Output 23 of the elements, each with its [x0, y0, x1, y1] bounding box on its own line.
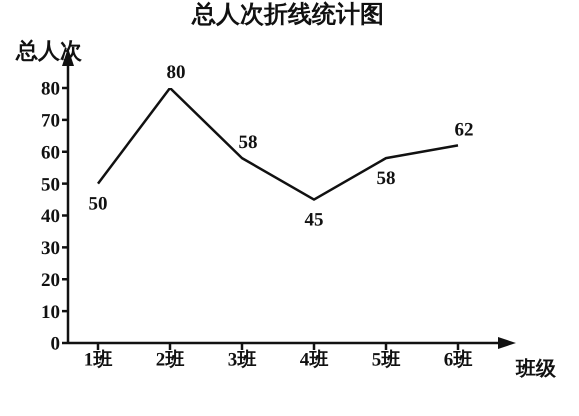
data-label: 80	[166, 62, 186, 83]
y-tick-label: 50	[41, 174, 60, 196]
data-label: 62	[454, 119, 474, 140]
x-axis-title: 班级	[516, 357, 556, 382]
x-tick-label: 4班	[300, 348, 328, 370]
x-tick-label: 3班	[228, 348, 256, 370]
y-tick-label: 70	[41, 110, 60, 132]
x-tick-label: 6班	[444, 348, 472, 370]
y-tick-label: 20	[41, 270, 60, 291]
y-tick-label: 40	[41, 206, 60, 228]
data-label: 58	[238, 132, 258, 154]
y-tick-label: 10	[41, 302, 60, 323]
y-tick-label: 60	[41, 142, 60, 164]
data-label: 50	[88, 194, 108, 215]
x-tick-label: 2班	[156, 348, 184, 370]
data-label: 45	[304, 210, 324, 231]
x-tick-label: 1班	[84, 348, 112, 370]
y-tick-label: 30	[41, 238, 60, 260]
x-tick-label: 5班	[372, 348, 400, 370]
y-tick-label: 0	[50, 334, 60, 355]
y-tick-label: 80	[41, 78, 60, 100]
data-label: 58	[376, 168, 396, 190]
chart-title: 总人次折线统计图	[190, 0, 385, 30]
